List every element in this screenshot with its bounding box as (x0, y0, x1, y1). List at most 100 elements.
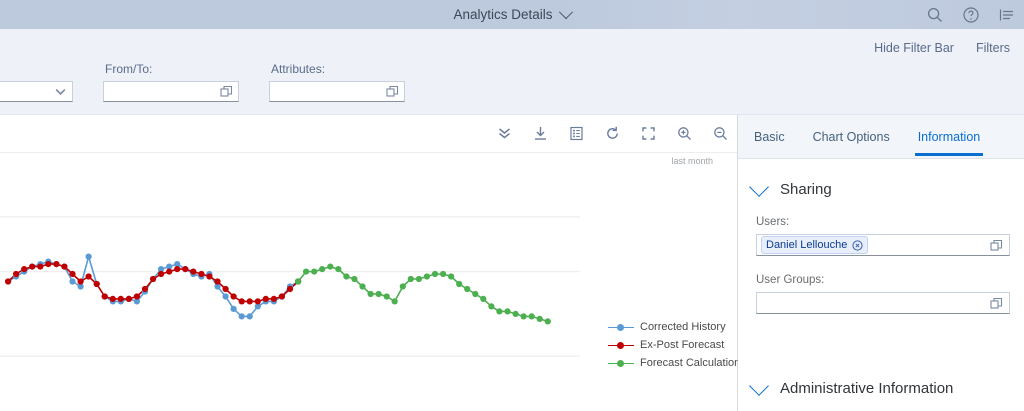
legend-item[interactable]: Forecast Calculation (608, 357, 740, 369)
toolbar-separator (0, 152, 737, 153)
chart-pane: last month Corrected History Ex-Post For… (0, 115, 740, 411)
administrative-information-block: Administrative Information (738, 376, 1024, 397)
user-groups-input[interactable] (756, 292, 1010, 314)
chevron-down-icon (558, 4, 573, 19)
shell-actions (926, 0, 1016, 29)
chart-point-forecast-calculation (536, 315, 543, 322)
download-icon[interactable] (532, 125, 549, 145)
chart-point-forecast-calculation (391, 298, 398, 305)
chart-point-ex-post-forecast (222, 285, 229, 293)
zoom-in-icon[interactable] (676, 125, 693, 145)
chart-point-ex-post-forecast (230, 293, 237, 300)
legend-item[interactable]: Ex-Post Forecast (608, 339, 740, 351)
value-help-icon[interactable] (990, 239, 1003, 252)
chart-point-forecast-calculation (311, 268, 318, 275)
chart-point-corrected-history (238, 313, 245, 320)
chart-point-forecast-calculation (319, 266, 326, 273)
chart-point-forecast-calculation (512, 310, 519, 317)
chart-point-forecast-calculation (295, 278, 302, 285)
chart-point-ex-post-forecast (182, 266, 189, 273)
chart-point-ex-post-forecast (13, 270, 20, 278)
legend-label: Ex-Post Forecast (640, 339, 725, 351)
search-icon[interactable] (926, 6, 944, 24)
value-help-icon[interactable] (220, 85, 233, 98)
zoom-out-icon[interactable] (712, 125, 729, 145)
users-input[interactable]: Daniel Lellouche (756, 234, 1010, 256)
chart-point-forecast-calculation (327, 263, 334, 270)
chart-point-ex-post-forecast (286, 285, 294, 293)
chart-point-forecast-calculation (423, 273, 430, 280)
users-label: Users: (756, 216, 790, 228)
value-help-icon[interactable] (990, 297, 1003, 310)
chart-point-forecast-calculation (464, 285, 471, 293)
tab-label: Basic (754, 129, 785, 144)
chart-point-corrected-history (246, 313, 253, 320)
sharing-section-header[interactable]: Sharing (738, 159, 1024, 198)
chart-line-corrected-history (7, 255, 299, 318)
chart-point-forecast-calculation (528, 313, 535, 320)
tab-label: Information (917, 129, 981, 144)
refresh-icon[interactable] (604, 125, 621, 145)
chart-point-ex-post-forecast (198, 270, 205, 278)
chart-point-ex-post-forecast (150, 275, 157, 283)
filter-fields: Type: From/To: Attributes: (0, 62, 405, 102)
chart-line-ex-post-forecast (7, 263, 299, 303)
collapse-all-icon[interactable] (496, 125, 513, 145)
chart-point-corrected-history (85, 253, 92, 260)
chart-point-forecast-calculation (303, 268, 310, 275)
chart-point-ex-post-forecast (117, 295, 124, 302)
menu-icon[interactable] (998, 6, 1016, 24)
side-panel-tabs: Basic Chart Options Information (738, 115, 1024, 159)
chart-point-forecast-calculation (415, 275, 422, 283)
chart-legend: Corrected History Ex-Post Forecast Forec… (608, 321, 740, 369)
legend-marker-corrected-history (608, 323, 634, 332)
type-select[interactable] (0, 81, 73, 102)
chart-point-corrected-history (158, 266, 165, 273)
chart-plot-area[interactable] (0, 162, 580, 411)
chart-point-ex-post-forecast (5, 278, 12, 285)
chart-point-ex-post-forecast (37, 263, 44, 270)
page-title-dropdown[interactable]: Analytics Details (0, 0, 1024, 29)
value-help-icon[interactable] (386, 85, 399, 98)
chevron-down-icon (55, 88, 66, 96)
tab-information[interactable]: Information (914, 115, 983, 159)
administrative-section-header[interactable]: Administrative Information (738, 376, 1024, 397)
hide-filter-bar-button[interactable]: Hide Filter Bar (874, 41, 954, 55)
chart-point-forecast-calculation (399, 283, 406, 290)
chart-point-corrected-history (77, 283, 84, 290)
user-token-label: Daniel Lellouche (766, 239, 848, 251)
attributes-input[interactable] (269, 81, 405, 102)
from-to-input[interactable] (103, 81, 239, 102)
chart-point-corrected-history (254, 303, 261, 310)
chart-point-forecast-calculation (359, 283, 366, 290)
legend-icon[interactable] (568, 125, 585, 145)
tab-chart-options[interactable]: Chart Options (813, 115, 890, 159)
page-title: Analytics Details (453, 7, 553, 22)
filters-button[interactable]: Filters (975, 41, 1010, 55)
chart-point-ex-post-forecast (278, 293, 285, 300)
fullscreen-icon[interactable] (640, 125, 657, 145)
legend-label: Corrected History (640, 321, 726, 333)
chart-point-forecast-calculation (496, 308, 503, 315)
chart-point-ex-post-forecast (101, 293, 108, 300)
chart-point-ex-post-forecast (246, 298, 253, 305)
filter-bar-actions: Hide Filter Bar Filters (874, 41, 1010, 55)
legend-item[interactable]: Corrected History (608, 321, 740, 333)
close-circle-icon[interactable] (852, 239, 863, 251)
chart-point-ex-post-forecast (109, 295, 116, 302)
chart-point-ex-post-forecast (77, 278, 84, 285)
chart-point-ex-post-forecast (238, 298, 245, 305)
side-panel: Basic Chart Options Information Sharing … (738, 115, 1024, 411)
chart-point-ex-post-forecast (61, 263, 68, 270)
chart-point-ex-post-forecast (93, 280, 100, 288)
filter-field-from-to: From/To: (103, 62, 239, 102)
help-icon[interactable] (962, 6, 980, 24)
user-groups-label: User Groups: (756, 274, 825, 286)
chart-point-ex-post-forecast (166, 268, 173, 275)
tab-basic[interactable]: Basic (754, 115, 785, 159)
tab-label: Chart Options (812, 129, 890, 144)
chart-point-ex-post-forecast (262, 295, 269, 302)
legend-marker-forecast-calculation (608, 359, 634, 368)
sharing-title: Sharing (780, 181, 832, 198)
user-token[interactable]: Daniel Lellouche (761, 236, 869, 254)
